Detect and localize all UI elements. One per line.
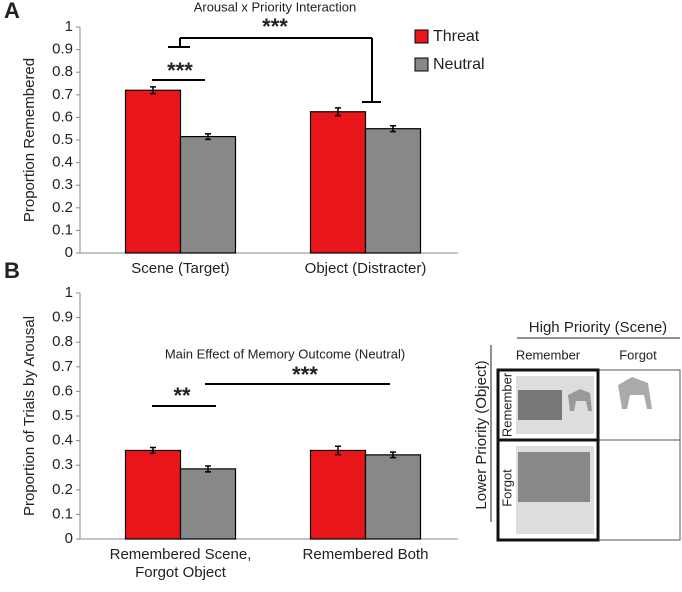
y-axis-label: Proportion Remembered xyxy=(21,58,38,222)
column-title: High Priority (Scene) xyxy=(529,319,667,336)
y-tick-label: 0.9 xyxy=(52,309,73,326)
row-title: Lower Priority (Object) xyxy=(473,360,490,509)
error-bar xyxy=(335,445,341,456)
bar xyxy=(364,454,422,540)
y-tick-label: 0.1 xyxy=(52,221,73,238)
row-header: Forgot xyxy=(499,469,514,507)
panel-label: B xyxy=(4,258,20,283)
row-header: Remember xyxy=(499,372,514,437)
y-tick-label: 0 xyxy=(65,530,73,547)
y-tick-label: 0.2 xyxy=(52,481,73,498)
x-tick-label: Object (Distracter) xyxy=(304,260,427,277)
y-tick-label: 0.2 xyxy=(52,199,73,216)
bar xyxy=(309,449,367,540)
chart-title: Main Effect of Memory Outcome (Neutral) xyxy=(165,346,405,361)
y-tick-label: 0.9 xyxy=(52,41,73,58)
y-tick-label: 0.1 xyxy=(52,505,73,522)
error-bar xyxy=(150,86,156,95)
significance: *** xyxy=(167,58,193,83)
error-bar xyxy=(205,133,211,141)
column-header: Forgot xyxy=(619,347,657,362)
chart-title: Arousal x Priority Interaction xyxy=(194,0,357,14)
bar xyxy=(309,111,367,254)
error-bar xyxy=(205,465,211,473)
significance: *** xyxy=(292,362,318,387)
y-tick-label: 0.8 xyxy=(52,333,73,350)
column-header: Remember xyxy=(516,347,581,362)
legend-label: Threat xyxy=(433,28,480,45)
scene-image xyxy=(518,390,562,420)
bar xyxy=(364,128,422,254)
y-tick-label: 0.8 xyxy=(52,63,73,80)
bar xyxy=(179,136,237,254)
error-bar xyxy=(150,446,156,455)
y-tick-label: 1 xyxy=(65,18,73,35)
coyote-image xyxy=(618,377,652,409)
error-bar xyxy=(390,125,396,133)
error-bar xyxy=(390,451,396,459)
error-bar xyxy=(335,107,341,117)
x-tick-label: Remembered Scene, Forgot Object xyxy=(109,546,252,581)
x-tick-label: Scene (Target) xyxy=(131,260,230,277)
y-tick-label: 1 xyxy=(65,284,73,301)
y-axis-label: Proportion of Trials by Arousal xyxy=(21,316,38,516)
legend-swatch xyxy=(414,29,429,44)
significance: ** xyxy=(173,383,191,408)
scene-image xyxy=(518,452,590,502)
y-tick-label: 0.6 xyxy=(52,382,73,399)
legend-swatch xyxy=(414,57,429,72)
panel-label: A xyxy=(4,0,20,23)
y-tick-label: 0.6 xyxy=(52,108,73,125)
legend-label: Neutral xyxy=(433,56,485,73)
cell-border xyxy=(597,369,681,541)
bar xyxy=(179,468,237,540)
y-tick-label: 0 xyxy=(65,244,73,261)
diagram: High Priority (Scene) Remember Forgot Lo… xyxy=(473,319,681,542)
significance: *** xyxy=(262,14,288,39)
y-tick-label: 0.7 xyxy=(52,358,73,375)
y-tick-label: 0.5 xyxy=(52,407,73,424)
bar xyxy=(124,449,182,540)
y-tick-label: 0.7 xyxy=(52,86,73,103)
y-tick-label: 0.3 xyxy=(52,456,73,473)
coyote-image xyxy=(568,389,592,411)
y-tick-label: 0.4 xyxy=(52,432,73,449)
bar xyxy=(124,89,182,254)
y-tick-label: 0.5 xyxy=(52,131,73,148)
y-tick-label: 0.3 xyxy=(52,176,73,193)
x-tick-label: Remembered Both xyxy=(302,546,429,563)
y-tick-label: 0.4 xyxy=(52,154,73,171)
